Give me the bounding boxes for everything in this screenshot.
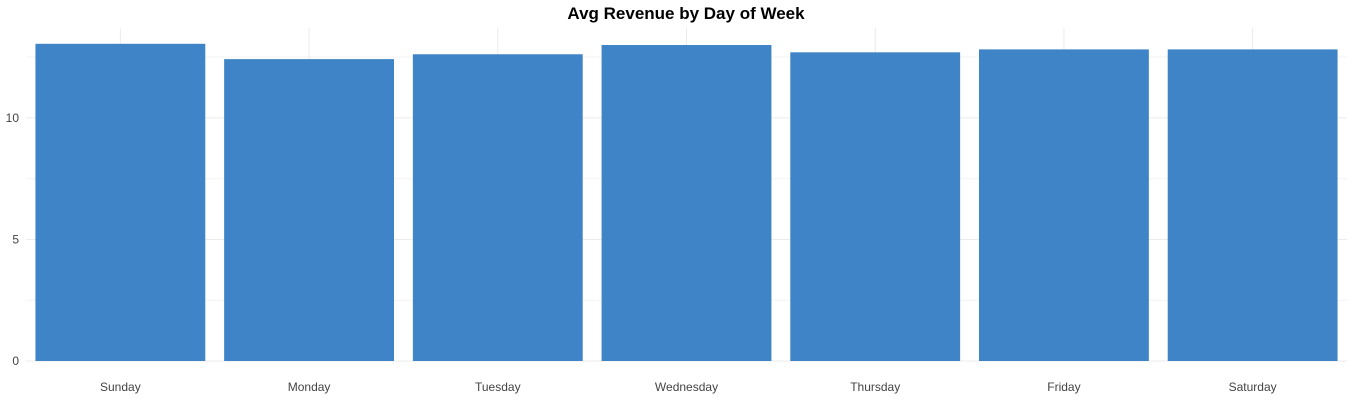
x-tick-label: Tuesday bbox=[475, 380, 521, 394]
y-tick-label: 5 bbox=[12, 232, 19, 246]
bar-sunday bbox=[35, 43, 206, 362]
x-tick-label: Friday bbox=[1047, 380, 1080, 394]
x-tick-label: Thursday bbox=[850, 380, 900, 394]
y-tick-label: 10 bbox=[6, 111, 20, 125]
x-tick-label: Monday bbox=[288, 380, 331, 394]
bar-saturday bbox=[1167, 49, 1338, 362]
chart-title: Avg Revenue by Day of Week bbox=[567, 4, 805, 23]
x-tick-label: Sunday bbox=[100, 380, 141, 394]
bars bbox=[35, 43, 1338, 362]
bar-thursday bbox=[790, 52, 961, 361]
y-tick-label: 0 bbox=[12, 354, 19, 368]
bar-monday bbox=[224, 59, 394, 362]
x-axis: Sunday Monday Tuesday Wednesday Thursday Frid… bbox=[100, 380, 1277, 394]
bar-wednesday bbox=[601, 45, 772, 362]
x-tick-label: Saturday bbox=[1229, 380, 1277, 394]
y-axis: 0 5 10 bbox=[6, 111, 20, 368]
bar-friday bbox=[979, 49, 1149, 362]
bar-tuesday bbox=[412, 54, 583, 361]
x-tick-label: Wednesday bbox=[655, 380, 718, 394]
